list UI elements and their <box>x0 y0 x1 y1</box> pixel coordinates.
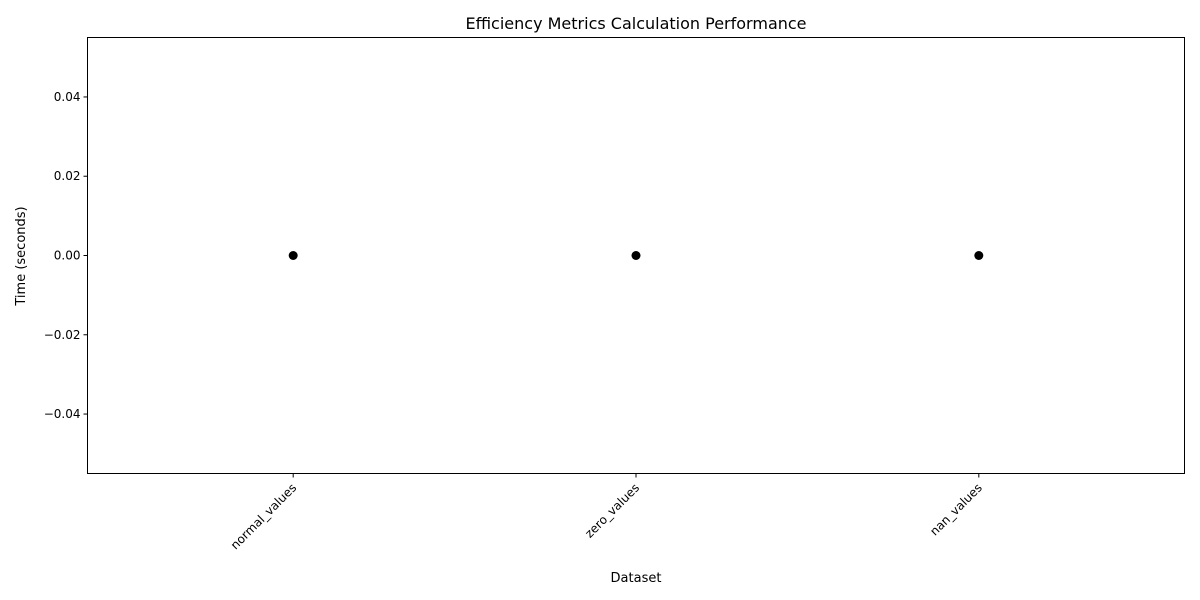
y-axis: −0.04 −0.02 0.00 0.02 0.04 <box>44 90 88 421</box>
y-tick-label: −0.04 <box>44 407 81 421</box>
y-axis-label: Time (seconds) <box>14 206 29 306</box>
y-tick-label: −0.02 <box>44 328 81 342</box>
data-point <box>631 251 641 260</box>
data-points <box>288 251 984 260</box>
y-tick-label: 0.04 <box>54 90 81 104</box>
x-tick-label: normal_values <box>228 481 299 552</box>
y-tick-label: 0.00 <box>54 249 81 263</box>
x-axis: normal_values zero_values nan_values <box>228 473 985 552</box>
x-axis-label: Dataset <box>611 571 662 586</box>
y-tick-label: 0.02 <box>54 169 81 183</box>
chart-title: Efficiency Metrics Calculation Performan… <box>465 14 806 33</box>
x-tick-label: nan_values <box>927 481 985 539</box>
data-point <box>974 251 984 260</box>
data-point <box>288 251 298 260</box>
x-tick-label: zero_values <box>582 481 642 541</box>
